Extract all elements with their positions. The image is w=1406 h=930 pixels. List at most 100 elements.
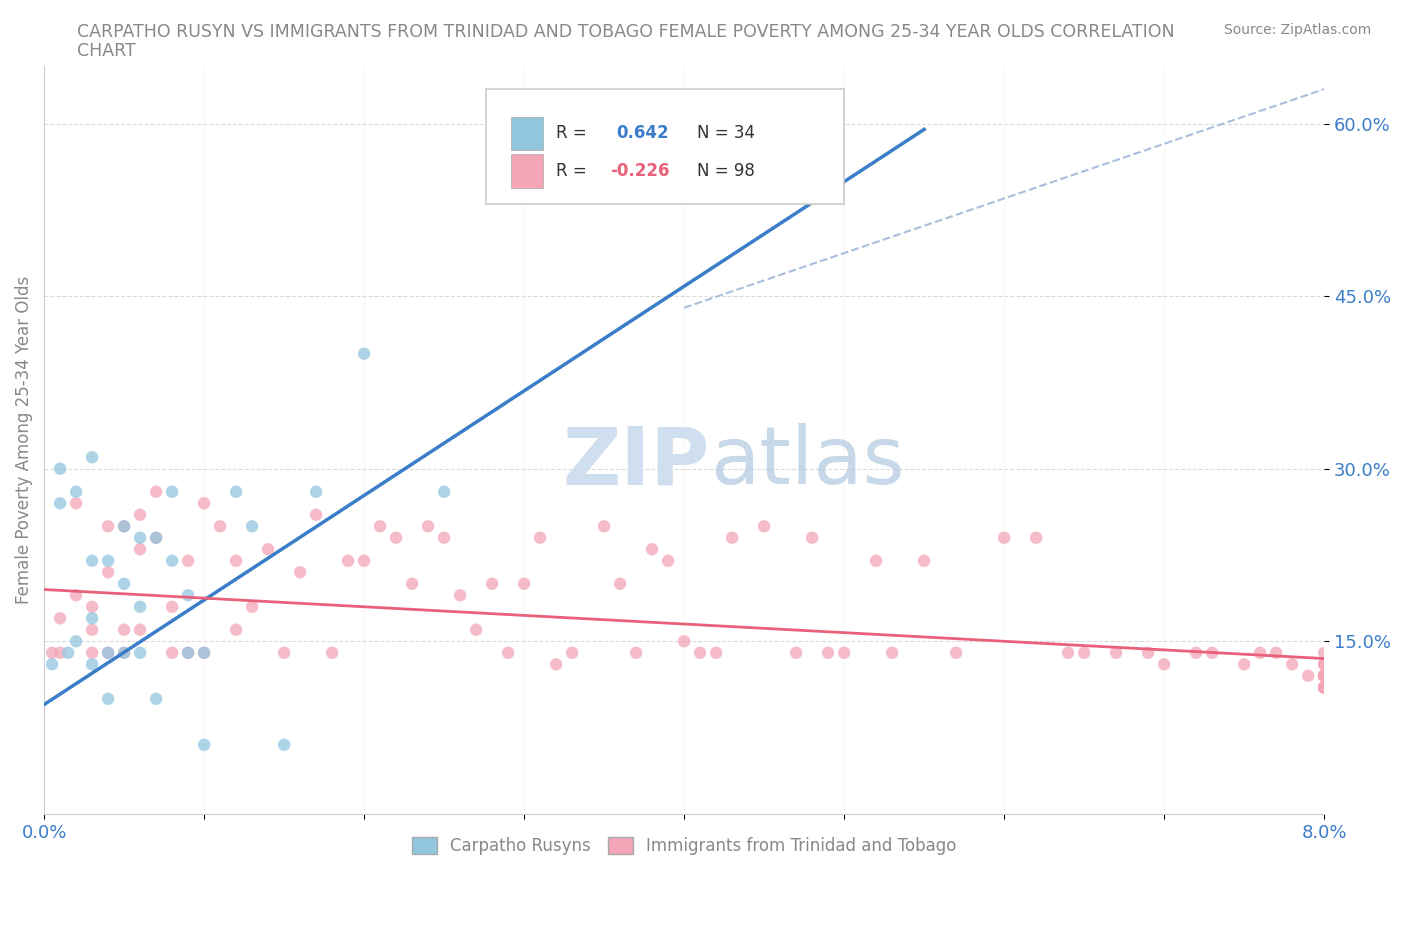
Point	[1296, 669, 1319, 684]
Point	[49, 461, 72, 476]
Point	[305, 485, 328, 499]
Point	[1313, 669, 1336, 684]
Point	[1313, 680, 1336, 695]
Point	[817, 645, 839, 660]
Point	[465, 622, 488, 637]
Point	[321, 645, 343, 660]
Point	[177, 645, 200, 660]
Point	[257, 542, 280, 557]
Point	[225, 553, 247, 568]
Point	[1313, 669, 1336, 684]
Point	[704, 645, 727, 660]
Point	[1313, 669, 1336, 684]
FancyBboxPatch shape	[485, 88, 844, 205]
Point	[225, 485, 247, 499]
Point	[82, 450, 104, 465]
Point	[65, 485, 87, 499]
Point	[41, 657, 63, 671]
Point	[385, 530, 408, 545]
Point	[433, 485, 456, 499]
Point	[1185, 645, 1208, 660]
Point	[65, 496, 87, 511]
Point	[177, 645, 200, 660]
Point	[353, 346, 375, 361]
Text: CHART: CHART	[77, 42, 136, 60]
Point	[721, 530, 744, 545]
Point	[97, 691, 120, 706]
Point	[145, 530, 167, 545]
Point	[1313, 669, 1336, 684]
Point	[513, 577, 536, 591]
Text: ZIP: ZIP	[562, 423, 710, 501]
Point	[1313, 669, 1336, 684]
Point	[801, 530, 824, 545]
Point	[1137, 645, 1160, 660]
Text: N = 34: N = 34	[697, 125, 755, 142]
Point	[1313, 645, 1336, 660]
Point	[1265, 645, 1288, 660]
Point	[145, 530, 167, 545]
Point	[1073, 645, 1095, 660]
Bar	[512, 116, 543, 151]
Point	[368, 519, 391, 534]
Text: 0.642: 0.642	[616, 125, 669, 142]
Point	[97, 645, 120, 660]
Point	[1313, 680, 1336, 695]
Point	[82, 645, 104, 660]
Point	[546, 657, 568, 671]
Bar	[512, 154, 543, 188]
Point	[82, 657, 104, 671]
Point	[273, 645, 295, 660]
Point	[129, 599, 152, 614]
Point	[1313, 657, 1336, 671]
Point	[1281, 657, 1303, 671]
Point	[82, 599, 104, 614]
Point	[593, 519, 616, 534]
Point	[624, 645, 647, 660]
Point	[193, 496, 215, 511]
Point	[1105, 645, 1128, 660]
Point	[689, 645, 711, 660]
Point	[129, 542, 152, 557]
Point	[288, 565, 311, 579]
Point	[1313, 680, 1336, 695]
Point	[353, 553, 375, 568]
Point	[49, 496, 72, 511]
Point	[657, 553, 679, 568]
Text: Source: ZipAtlas.com: Source: ZipAtlas.com	[1223, 23, 1371, 37]
Point	[1153, 657, 1175, 671]
Point	[496, 645, 519, 660]
Point	[673, 634, 696, 649]
Point	[129, 530, 152, 545]
Point	[337, 553, 360, 568]
Point	[97, 519, 120, 534]
Point	[609, 577, 631, 591]
Point	[1201, 645, 1223, 660]
Point	[145, 691, 167, 706]
Point	[561, 645, 583, 660]
Point	[112, 577, 135, 591]
Point	[1313, 680, 1336, 695]
Point	[945, 645, 967, 660]
Point	[112, 645, 135, 660]
Point	[129, 645, 152, 660]
Point	[752, 519, 775, 534]
Point	[1057, 645, 1080, 660]
Point	[56, 645, 79, 660]
Point	[305, 508, 328, 523]
Point	[112, 645, 135, 660]
Point	[882, 645, 904, 660]
Point	[785, 645, 807, 660]
Point	[193, 645, 215, 660]
Point	[82, 553, 104, 568]
Point	[82, 622, 104, 637]
Text: N = 98: N = 98	[697, 162, 755, 179]
Point	[433, 530, 456, 545]
Point	[193, 737, 215, 752]
Point	[832, 645, 855, 660]
Point	[1313, 680, 1336, 695]
Text: atlas: atlas	[710, 423, 904, 501]
Legend: Carpatho Rusyns, Immigrants from Trinidad and Tobago: Carpatho Rusyns, Immigrants from Trinida…	[405, 830, 963, 861]
Point	[49, 645, 72, 660]
Point	[160, 553, 183, 568]
